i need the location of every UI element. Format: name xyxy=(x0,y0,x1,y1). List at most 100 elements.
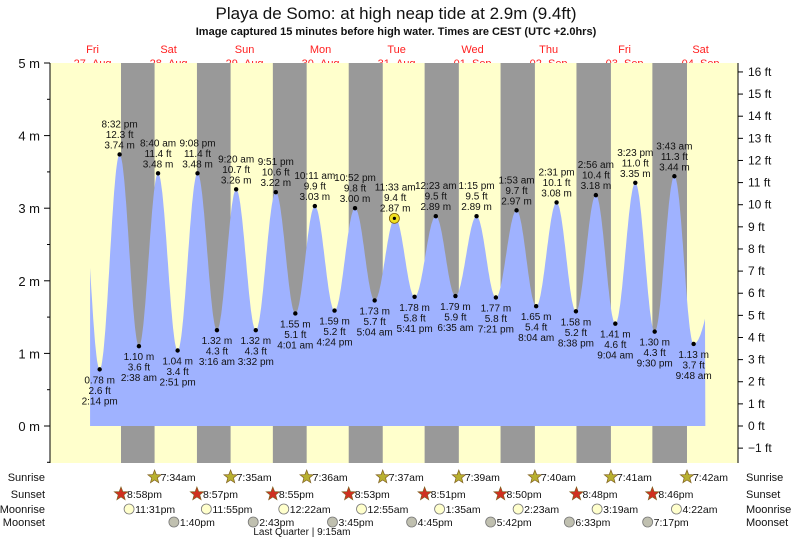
tide-label-ft: 5.9 ft xyxy=(444,313,466,324)
tide-label-ft: 12.3 ft xyxy=(106,130,134,141)
chart-subtitle: Image captured 15 minutes before high wa… xyxy=(196,26,597,38)
tide-label-m: 1.78 m xyxy=(399,303,430,314)
tide-label-ft: 10.6 ft xyxy=(262,168,290,179)
sunset-time: 8:48pm xyxy=(582,489,617,501)
moonset-icon xyxy=(406,516,418,528)
moonset-time: 5:42pm xyxy=(497,517,532,529)
low-tide-point xyxy=(691,341,696,347)
tide-label-time: 10:52 pm xyxy=(334,173,376,184)
tide-label-time: 2:56 am xyxy=(578,160,614,171)
left-tick-label: 0 m xyxy=(18,419,40,434)
tide-label-time: 6:35 am xyxy=(437,323,473,334)
right-tick-label: 6 ft xyxy=(748,286,765,300)
tide-label-time: 2:14 pm xyxy=(82,396,118,407)
moonrise-time: 12:22am xyxy=(290,504,331,516)
high-tide-point xyxy=(433,213,439,219)
tide-label-time: 5:04 am xyxy=(357,327,393,338)
day-label-dow: Thu xyxy=(539,44,558,56)
sunset-star-icon xyxy=(644,486,660,501)
high-tide-point xyxy=(117,152,122,157)
high-tide-point xyxy=(352,206,358,211)
tide-label-time: 5:41 pm xyxy=(397,324,433,335)
tide-label-m: 3.18 m xyxy=(581,181,612,192)
sunset-row-label-left: Sunset xyxy=(11,489,45,501)
tide-label-time: 12:23 am xyxy=(415,181,457,192)
right-tick-label: 1 ft xyxy=(748,397,765,411)
high-tide-point xyxy=(633,180,638,185)
moonset-time: 3:45pm xyxy=(338,517,373,529)
tide-label-ft: 4.3 ft xyxy=(206,347,228,358)
chart-title: Playa de Somo: at high neap tide at 2.9m… xyxy=(216,4,577,23)
tide-label-ft: 11.3 ft xyxy=(661,152,688,163)
tide-label-time: 8:38 pm xyxy=(558,338,594,349)
sunset-time: 8:50pm xyxy=(507,489,542,501)
tide-label-m: 1.41 m xyxy=(600,330,631,341)
tide-label-m: 3.03 m xyxy=(300,192,331,203)
right-tick-label: 5 ft xyxy=(748,308,765,322)
moonrise-row-label-right: Moonrise xyxy=(746,504,791,516)
tide-label-ft: 4.3 ft xyxy=(644,348,666,359)
right-tick-label: 4 ft xyxy=(748,330,765,344)
left-tick-label: 3 m xyxy=(18,201,40,216)
tide-label-ft: 10.1 ft xyxy=(543,178,571,189)
tide-label-m: 1.32 m xyxy=(202,336,233,347)
tide-label-m: 1.30 m xyxy=(639,338,670,349)
right-tick-label: 13 ft xyxy=(748,131,772,145)
low-tide-point xyxy=(372,298,377,303)
sunset-star-icon xyxy=(341,486,357,501)
day-label-dow: Fri xyxy=(86,44,99,56)
right-tick-label: 16 ft xyxy=(748,65,772,79)
sunset-star-icon xyxy=(417,486,433,501)
low-tide-point xyxy=(332,308,337,313)
tide-label-ft: 5.8 ft xyxy=(403,313,425,324)
tide-label-time: 1:15 pm xyxy=(458,181,494,192)
low-tide-point xyxy=(97,367,102,372)
tide-label-m: 2.89 m xyxy=(421,202,452,213)
tide-label-time: 7:21 pm xyxy=(478,324,514,335)
moonset-row-label-left: Moonset xyxy=(3,517,45,529)
low-tide-point xyxy=(453,293,458,299)
tide-label-time: 10:11 am xyxy=(294,171,335,182)
tide-label-time: 11:33 am xyxy=(375,183,416,194)
right-tick-label: 7 ft xyxy=(748,264,765,278)
high-tide-point xyxy=(672,174,677,179)
sunrise-star-icon xyxy=(146,469,163,484)
tide-label-ft: 10.7 ft xyxy=(222,165,250,176)
high-tide-point xyxy=(195,171,200,176)
sunrise-star-icon xyxy=(603,469,619,484)
tide-label-ft: 9.9 ft xyxy=(304,182,326,193)
moonset-time: 4:45pm xyxy=(418,517,453,529)
sunrise-time: 7:39am xyxy=(465,472,500,484)
moonrise-row-label-left: Moonrise xyxy=(0,504,45,516)
high-tide-point xyxy=(474,213,479,219)
sunrise-row-label-right: Sunrise xyxy=(746,472,783,484)
sunset-time: 8:51pm xyxy=(431,489,466,501)
plot-area xyxy=(50,63,738,463)
moonset-icon xyxy=(168,516,180,528)
tide-label-ft: 5.2 ft xyxy=(323,327,345,338)
moonrise-icon xyxy=(512,503,524,515)
sunrise-time: 7:40am xyxy=(541,472,576,484)
moonrise-time: 11:55pm xyxy=(212,504,252,516)
day-label-dow: Wed xyxy=(461,44,483,56)
sunrise-star-icon xyxy=(222,469,239,484)
low-tide-point xyxy=(613,321,618,326)
sunset-time: 8:55pm xyxy=(279,489,314,501)
tide-label-ft: 9.5 ft xyxy=(465,192,487,203)
tide-label-ft: 11.4 ft xyxy=(145,149,172,160)
low-tide-point xyxy=(652,329,657,334)
current-time-dot xyxy=(392,216,396,220)
tide-label-ft: 10.4 ft xyxy=(582,171,610,182)
tide-label-time: 4:24 pm xyxy=(316,338,352,349)
sunrise-star-icon xyxy=(299,469,315,484)
moonrise-time: 4:22am xyxy=(682,504,717,516)
moonrise-icon xyxy=(671,503,682,515)
tide-label-m: 1.10 m xyxy=(124,352,155,363)
moonset-time: 2:43pm xyxy=(259,517,294,529)
high-tide-point xyxy=(273,190,278,195)
day-label-dow: Sat xyxy=(692,44,709,56)
tide-label-ft: 9.8 ft xyxy=(344,184,366,195)
moonrise-time: 1:35am xyxy=(446,504,481,516)
